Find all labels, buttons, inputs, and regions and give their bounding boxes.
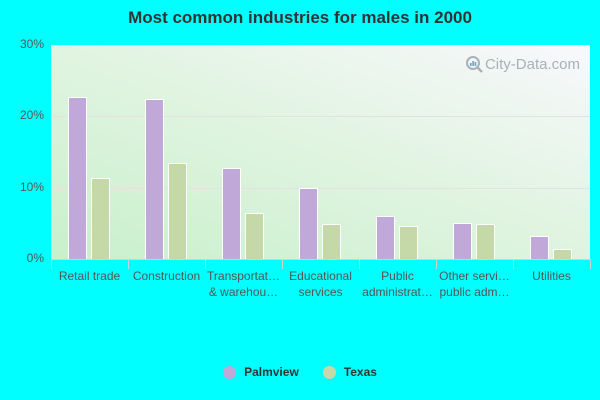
gridline: [51, 187, 590, 189]
bar-texas[interactable]: [322, 224, 341, 259]
x-tick: [436, 259, 437, 269]
x-tick: [359, 259, 360, 269]
x-axis-line: [51, 259, 590, 260]
bar-texas[interactable]: [91, 177, 110, 259]
x-tick: [513, 259, 514, 269]
plot-area: City-Data.com: [51, 45, 590, 259]
x-tick: [282, 259, 283, 269]
y-tick-label: 10%: [19, 179, 44, 194]
chart-title: Most common industries for males in 2000: [128, 8, 472, 27]
x-tick: [51, 259, 52, 269]
legend-label-palmview: Palmview: [244, 365, 299, 379]
legend-item-texas[interactable]: Texas: [322, 365, 377, 379]
bar-palmview[interactable]: [299, 187, 318, 259]
bar-palmview[interactable]: [145, 98, 164, 259]
bar-palmview[interactable]: [222, 167, 241, 259]
x-tick-label: Construction: [132, 269, 201, 283]
x-tick-label: Retail trade: [58, 269, 121, 283]
bar-texas[interactable]: [168, 163, 187, 259]
bar-texas[interactable]: [553, 249, 572, 259]
bar-palmview[interactable]: [530, 236, 549, 259]
bar-palmview[interactable]: [376, 215, 395, 259]
legend-swatch-texas: [322, 365, 336, 379]
x-tick: [590, 259, 591, 269]
bar-palmview[interactable]: [453, 222, 472, 259]
legend: Palmview Texas: [0, 365, 600, 379]
bar-texas[interactable]: [245, 212, 264, 259]
bar-texas[interactable]: [399, 226, 418, 259]
x-tick-label: Transportat… & warehou…: [207, 269, 280, 299]
legend-item-palmview[interactable]: Palmview: [223, 365, 299, 379]
bar-palmview[interactable]: [68, 97, 87, 259]
y-tick-label: 20%: [19, 108, 44, 123]
magnifier-chart-icon: [465, 56, 483, 73]
y-tick-label: 0%: [26, 251, 44, 265]
y-tick-label: 30%: [19, 37, 44, 51]
legend-swatch-palmview: [223, 365, 237, 379]
gridline: [51, 116, 590, 118]
x-tick-label: Other servi… public adm…: [439, 269, 510, 299]
x-tick: [128, 259, 129, 269]
legend-label-texas: Texas: [343, 365, 377, 379]
x-tick: [205, 259, 206, 269]
x-tick-label: Public administrat…: [362, 269, 433, 299]
x-tick-label: Utilities: [532, 269, 571, 283]
bar-texas[interactable]: [476, 224, 495, 259]
x-tick-label: Educational services: [289, 269, 352, 299]
watermark-text: City-Data.com: [484, 55, 580, 73]
watermark: City-Data.com: [465, 55, 580, 73]
